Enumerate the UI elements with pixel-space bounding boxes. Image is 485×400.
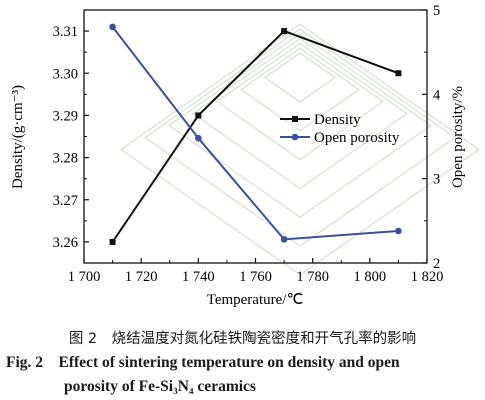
legend-label-density: Density [314, 112, 361, 128]
legend-label-open-porosity: Open porosity [314, 130, 400, 146]
data-point-density [281, 28, 288, 35]
legend: Density Open porosity [280, 112, 400, 146]
right-y-tick-label: 2 [433, 256, 440, 272]
x-axis-title: Temperature/℃ [207, 292, 304, 308]
left-y-tick-label: 3.30 [53, 66, 78, 82]
x-tick-label: 1 800 [354, 269, 387, 285]
data-point-open-porosity [280, 236, 288, 243]
right-y-axis-title: Open porosity/% [450, 86, 466, 188]
left-y-tick-label: 3.27 [53, 193, 78, 209]
x-axis: 1 700 1 720 1 740 1 760 1 780 1 800 1 820 [68, 258, 444, 285]
x-tick-label: 1 820 [411, 269, 444, 285]
series-line-open-porosity [111, 26, 399, 241]
data-point-density [395, 70, 402, 77]
data-point-open-porosity [195, 134, 202, 142]
left-y-tick-label: 3.26 [53, 235, 78, 251]
x-tick-label: 1 740 [182, 269, 215, 285]
right-y-tick-label: 3 [433, 172, 440, 188]
x-tick-label: 1 760 [239, 269, 272, 285]
legend-marker-density [292, 116, 298, 122]
right-y-tick-label: 5 [433, 3, 440, 19]
chart: 1 700 1 720 1 740 1 760 1 780 1 800 1 820 3.26… [10, 3, 481, 308]
series-line-density [111, 29, 399, 243]
left-y-tick-label: 3.29 [53, 108, 78, 124]
figure-caption-chinese: 图 2 烧结温度对氮化硅铁陶瓷密度和开气孔率的影响 [68, 331, 417, 347]
legend-marker-open-porosity [291, 133, 299, 141]
data-point-open-porosity [395, 227, 402, 235]
right-y-axis: 2 3 4 5 [422, 3, 441, 272]
x-tick-label: 1 720 [125, 269, 158, 285]
figure-caption-english-line2: porosity of Fe-Si₃N₄ ceramics [64, 378, 256, 395]
x-tick-label: 1 780 [296, 269, 329, 285]
data-point-density [109, 238, 116, 245]
x-tick-label: 1 700 [68, 269, 101, 285]
left-y-tick-label: 3.28 [53, 151, 78, 167]
data-point-density [195, 112, 202, 119]
series-layer [109, 23, 402, 245]
right-y-tick-label: 4 [433, 87, 441, 103]
left-y-tick-label: 3.31 [53, 24, 78, 40]
left-y-axis-title: Density/(g·cm⁻³) [10, 85, 26, 189]
data-point-open-porosity [109, 23, 116, 31]
left-y-axis: 3.26 3.27 3.28 3.29 3.30 3.31 [53, 9, 89, 251]
figure-caption-english-line1: Fig. 2 Effect of sintering temperature o… [6, 354, 400, 371]
